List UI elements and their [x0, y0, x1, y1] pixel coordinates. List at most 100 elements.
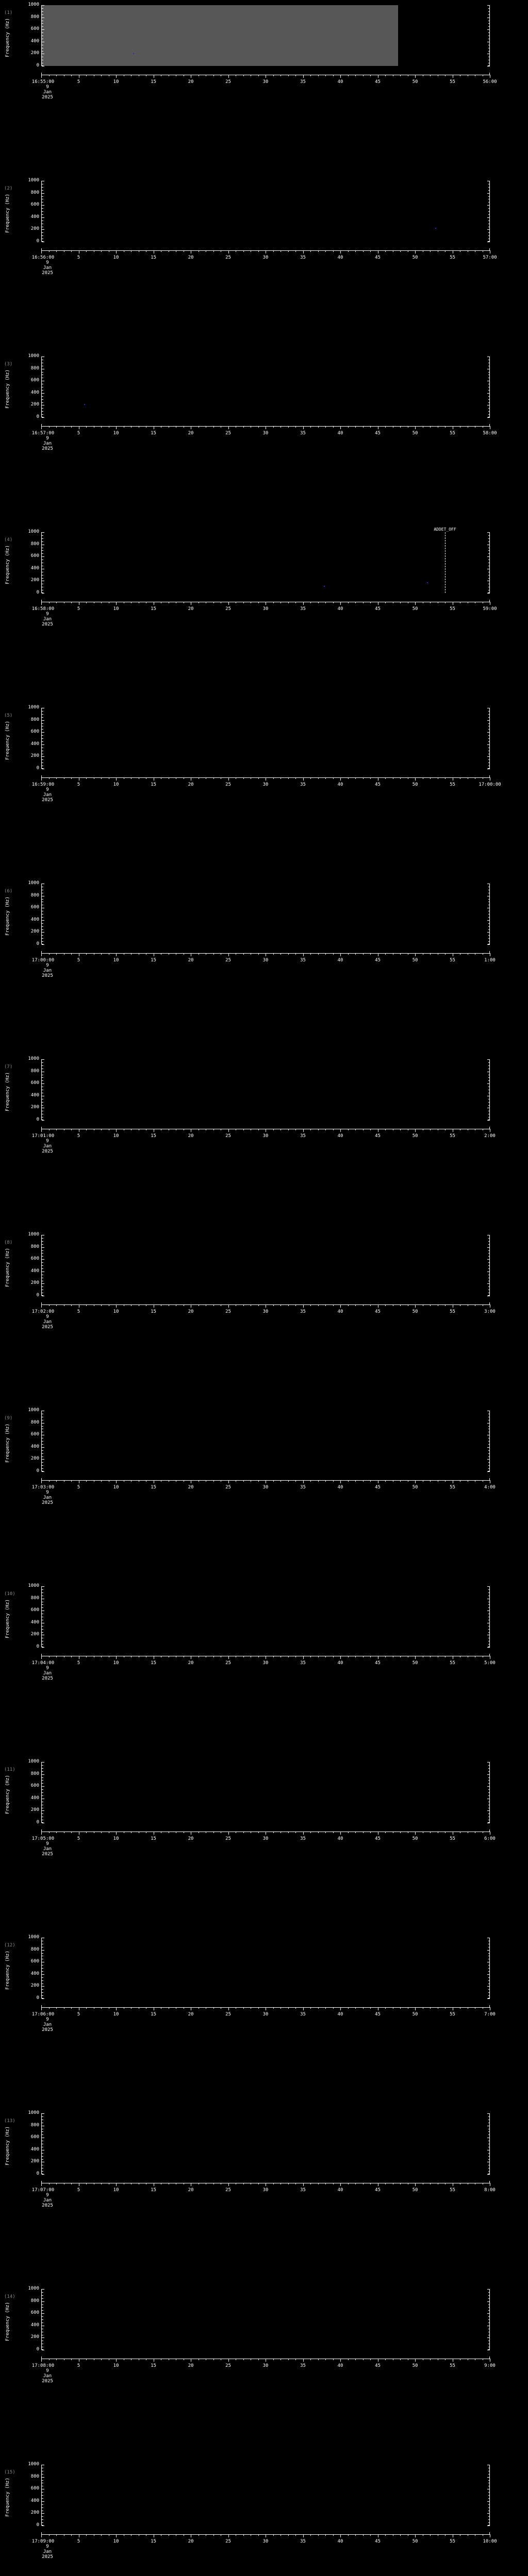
- x-tick: [430, 1656, 431, 1657]
- y-tick-right: [488, 1980, 490, 1981]
- x-tick: [362, 2007, 364, 2009]
- x-tick-label: 17:05:00: [31, 1836, 55, 1841]
- y-tick-label: 200: [30, 578, 39, 583]
- x-tick: [288, 1304, 289, 1306]
- y-tick: [42, 408, 43, 409]
- x-tick: [56, 1129, 57, 1130]
- y-tick-label: 800: [30, 717, 39, 722]
- y-tick-label: 1000: [28, 1583, 39, 1588]
- y-tick: [42, 1780, 43, 1781]
- x-tick: [280, 1832, 281, 1833]
- x-tick: [318, 777, 319, 779]
- x-tick: [116, 1480, 117, 1483]
- y-tick: [42, 2504, 43, 2505]
- y-tick-right: [488, 1789, 490, 1790]
- x-tick-label: 15: [151, 1309, 156, 1314]
- x-tick: [41, 1480, 42, 1483]
- x-tick: [325, 1832, 326, 1833]
- x-axis-date-stack: 9 Jan 2025: [42, 436, 53, 451]
- x-tick-label: 16:56:00: [31, 255, 55, 260]
- x-tick: [86, 1129, 87, 1130]
- x-tick: [288, 2534, 289, 2536]
- y-tick-right: [488, 1629, 490, 1630]
- x-tick: [355, 1304, 356, 1306]
- y-tick: [42, 1950, 44, 1951]
- date-line: Jan: [43, 2198, 52, 2203]
- x-tick-label: 15: [151, 1133, 156, 1139]
- y-tick-label: 600: [30, 1959, 39, 1964]
- x-tick: [325, 953, 326, 955]
- x-tick: [415, 2534, 416, 2537]
- x-tick: [325, 2534, 326, 2536]
- x-tick: [228, 777, 229, 781]
- y-tick: [42, 29, 44, 30]
- x-tick-label: 45: [375, 606, 381, 612]
- y-tick: [42, 2153, 43, 2154]
- y-tick-right: [488, 408, 490, 409]
- y-axis-title: Frequency (Hz): [5, 1951, 10, 1990]
- x-tick-label: 5: [77, 1485, 80, 1490]
- y-tick: [42, 1607, 43, 1608]
- x-tick: [288, 777, 289, 779]
- date-line: 2025: [42, 2203, 53, 2208]
- x-tick: [400, 953, 401, 955]
- x-tick-label: 25: [225, 606, 231, 612]
- x-tick: [273, 2183, 274, 2184]
- y-tick-label: 800: [30, 1419, 39, 1425]
- x-tick: [243, 602, 244, 603]
- x-tick: [348, 602, 349, 603]
- x-tick: [318, 602, 319, 603]
- x-tick: [310, 75, 311, 76]
- x-tick: [288, 953, 289, 955]
- y-tick: [42, 217, 44, 218]
- y-tick-label: 200: [30, 2159, 39, 2164]
- y-tick-label: 200: [30, 1280, 39, 1286]
- x-tick: [41, 1129, 42, 1132]
- y-axis-title: Frequency (Hz): [5, 1599, 10, 1638]
- x-tick: [340, 1129, 341, 1132]
- x-tick-label: 5: [77, 958, 80, 963]
- y-tick-label: 800: [30, 2122, 39, 2128]
- y-tick-right: [488, 1792, 490, 1793]
- x-tick: [325, 2183, 326, 2184]
- x-tick-label: 20: [188, 2012, 194, 2017]
- x-tick: [400, 2359, 401, 2360]
- y-tick: [42, 1986, 44, 1987]
- y-tick-label: 800: [30, 1946, 39, 1952]
- x-tick: [288, 602, 289, 603]
- y-tick-right: [487, 593, 490, 594]
- x-tick: [243, 1656, 244, 1657]
- x-tick: [56, 75, 57, 76]
- y-tick-right: [487, 1774, 490, 1775]
- y-tick-right: [487, 2513, 490, 2514]
- x-tick: [310, 2183, 311, 2184]
- y-axis-title-box: Frequency (Hz): [4, 1764, 11, 1825]
- x-tick: [385, 2359, 386, 2360]
- y-axis-title-box: Frequency (Hz): [4, 1588, 11, 1649]
- x-tick: [56, 426, 57, 428]
- x-tick-label: 15: [151, 79, 156, 84]
- y-tick: [42, 532, 44, 533]
- y-tick: [42, 187, 43, 188]
- x-tick: [86, 1480, 87, 1482]
- x-tick: [41, 1304, 42, 1308]
- x-tick-label: 20: [188, 255, 194, 260]
- y-tick: [42, 190, 43, 191]
- y-tick: [42, 193, 44, 194]
- x-tick: [288, 1129, 289, 1130]
- x-axis-date-stack: 9 Jan 2025: [42, 2193, 53, 2208]
- x-tick: [415, 602, 416, 605]
- y-tick-right: [487, 1283, 490, 1284]
- x-tick: [41, 777, 42, 781]
- x-tick: [430, 953, 431, 955]
- y-tick: [42, 1444, 43, 1445]
- y-tick-right: [487, 2289, 490, 2290]
- x-tick: [48, 1480, 50, 1482]
- y-tick-label: 800: [30, 14, 39, 20]
- x-tick: [370, 1480, 371, 1482]
- y-tick-label: 600: [30, 1080, 39, 1086]
- y-tick: [42, 1077, 43, 1078]
- x-tick-label: 16:55:00: [31, 79, 55, 84]
- y-tick-label: 400: [30, 2322, 39, 2328]
- x-tick-label: 20: [188, 1836, 194, 1841]
